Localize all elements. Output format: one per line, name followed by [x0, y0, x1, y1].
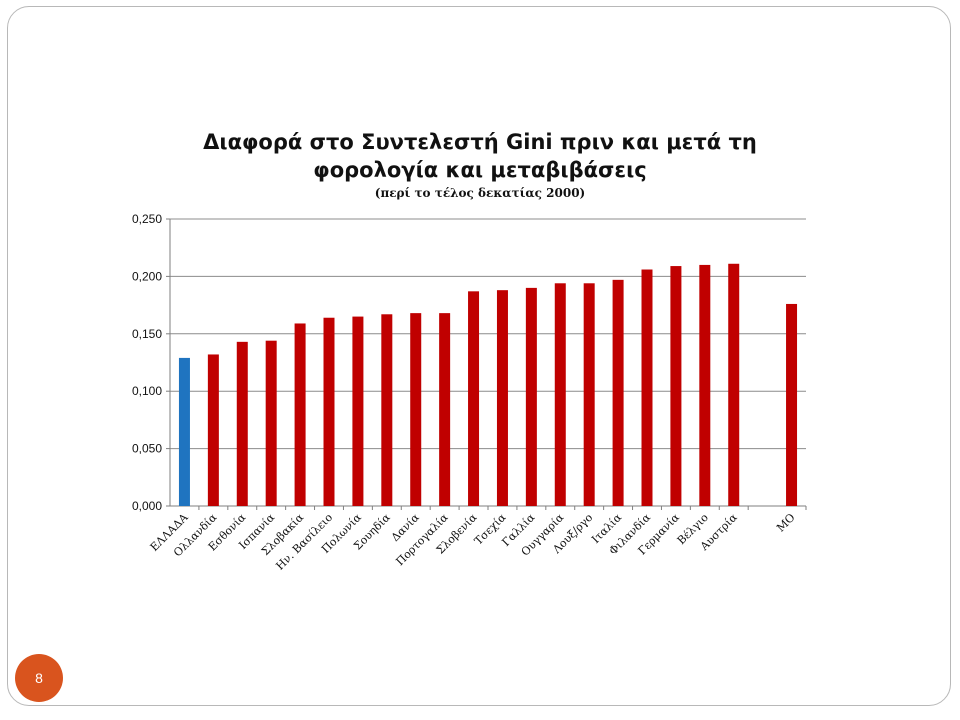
bar: [410, 313, 422, 506]
y-tick-label: 0,050: [132, 442, 162, 456]
bar: [496, 290, 508, 506]
bar: [641, 269, 653, 506]
y-tick-label: 0,200: [132, 269, 162, 283]
bar: [236, 341, 248, 506]
bar: [265, 340, 277, 506]
y-tick-label: 0,150: [132, 327, 162, 341]
bar: [554, 283, 566, 506]
bar: [178, 357, 190, 506]
bar: [728, 263, 740, 506]
bar: [786, 303, 798, 506]
x-tick-label: ΜΟ: [774, 511, 798, 535]
bar: [583, 283, 595, 506]
bar: [352, 316, 364, 506]
y-tick-label: 0,250: [132, 212, 162, 226]
bar: [439, 313, 451, 506]
bar: [525, 287, 537, 506]
bar: [699, 264, 711, 506]
bar: [207, 354, 219, 506]
chart-title-line-2: φορολογία και μεταβιβάσεις: [313, 158, 647, 182]
bar: [323, 317, 335, 506]
y-tick-label: 0,100: [132, 384, 162, 398]
bar: [612, 279, 624, 506]
chart-title-line-1: Διαφορά στο Συντελεστή Gini πριν και μετ…: [203, 130, 757, 154]
chart-title: Διαφορά στο Συντελεστή Gini πριν και μετ…: [150, 128, 810, 184]
y-tick-label: 0,000: [132, 499, 162, 513]
chart-subtitle: (περί το τέλος δεκατίας 2000): [374, 186, 586, 200]
bar: [381, 314, 393, 506]
bar: [670, 266, 682, 506]
bar: [294, 323, 306, 506]
bar: [468, 291, 480, 506]
page-number-badge: 8: [15, 654, 63, 702]
